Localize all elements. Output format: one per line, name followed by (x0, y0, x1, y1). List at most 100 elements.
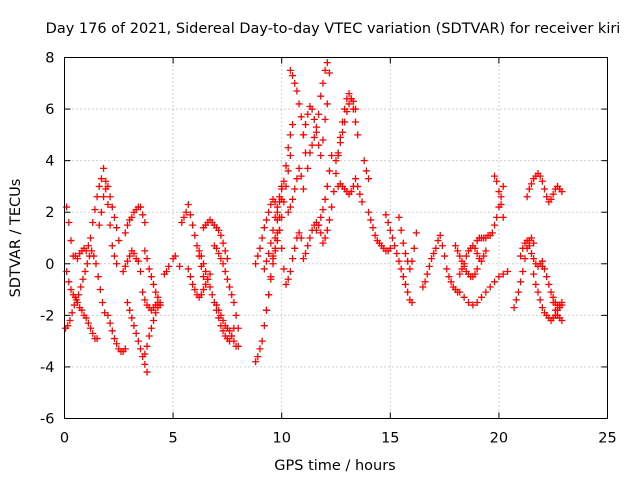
data-point (184, 200, 192, 208)
data-point (184, 265, 192, 273)
data-point (473, 249, 481, 257)
data-point (260, 322, 268, 330)
data-point (200, 286, 208, 294)
data-point (262, 306, 270, 314)
data-point (473, 265, 481, 273)
series-arc37 (382, 211, 416, 306)
data-point (291, 185, 299, 193)
data-point (402, 280, 410, 288)
series-arc36 (365, 208, 394, 255)
data-point (278, 244, 286, 252)
data-point (293, 175, 301, 183)
data-point (428, 255, 436, 263)
series-arc11 (141, 301, 164, 358)
data-point (202, 268, 210, 276)
data-point (141, 296, 149, 304)
data-point (299, 131, 307, 139)
data-point (154, 293, 162, 301)
data-point (464, 298, 472, 306)
series-arc39 (419, 231, 464, 296)
data-point (278, 185, 286, 193)
data-point (286, 268, 294, 276)
data-point (369, 224, 377, 232)
data-point (282, 280, 290, 288)
data-point (486, 283, 494, 291)
x-tick-label: 0 (60, 431, 69, 447)
data-point (280, 177, 288, 185)
data-point (267, 275, 275, 283)
data-point (256, 244, 264, 252)
data-point (438, 242, 446, 250)
data-point (462, 252, 470, 260)
data-point (527, 180, 535, 188)
data-point (497, 193, 505, 201)
series-arc42 (473, 182, 507, 245)
data-point (299, 255, 307, 263)
data-point (273, 203, 281, 211)
data-point (547, 288, 555, 296)
data-point (269, 255, 277, 263)
data-point (121, 345, 129, 353)
y-axis-label: SDTVAR / TECUs (8, 179, 24, 298)
data-point (343, 108, 351, 116)
data-point (213, 244, 221, 252)
data-point (88, 247, 96, 255)
data-point (299, 185, 307, 193)
data-point (434, 237, 442, 245)
data-point (280, 265, 288, 273)
data-point (137, 268, 145, 276)
data-point (273, 237, 281, 245)
data-point (191, 286, 199, 294)
data-point (319, 206, 327, 214)
data-point (306, 234, 314, 242)
plot-area-frame (64, 57, 608, 419)
data-point (258, 234, 266, 242)
data-point (284, 275, 292, 283)
data-point (330, 188, 338, 196)
data-point (219, 317, 227, 325)
data-point (323, 100, 331, 108)
data-point (121, 229, 129, 237)
x-tick-label: 25 (598, 431, 616, 447)
data-point (84, 242, 92, 250)
data-point (147, 273, 155, 281)
data-point (362, 167, 370, 175)
data-point (319, 136, 327, 144)
data-point (549, 190, 557, 198)
data-point (395, 213, 403, 221)
series-arc33 (332, 95, 360, 165)
data-point (143, 255, 151, 263)
data-point (527, 234, 535, 242)
data-point (419, 283, 427, 291)
data-point (106, 193, 114, 201)
data-point (141, 247, 149, 255)
data-point (504, 268, 512, 276)
data-point (460, 260, 468, 268)
data-point (206, 270, 214, 278)
data-point (423, 270, 431, 278)
series-arc08 (123, 298, 151, 376)
data-point (499, 213, 507, 221)
data-point (282, 162, 290, 170)
data-point (119, 268, 127, 276)
data-point (519, 244, 527, 252)
data-point (265, 249, 273, 257)
data-point (180, 213, 188, 221)
data-point (478, 293, 486, 301)
data-point (171, 252, 179, 260)
y-tick-label: 8 (45, 51, 54, 67)
data-point (519, 268, 527, 276)
data-point (341, 118, 349, 126)
data-point (339, 128, 347, 136)
data-point (219, 239, 227, 247)
data-point (365, 208, 373, 216)
data-point (317, 213, 325, 221)
data-point (328, 151, 336, 159)
data-point (234, 324, 242, 332)
series-arc28 (299, 100, 331, 159)
data-point (527, 249, 535, 257)
data-points (62, 59, 566, 376)
x-tick-label: 20 (490, 431, 508, 447)
series-arc24 (269, 151, 294, 263)
data-point (278, 213, 286, 221)
